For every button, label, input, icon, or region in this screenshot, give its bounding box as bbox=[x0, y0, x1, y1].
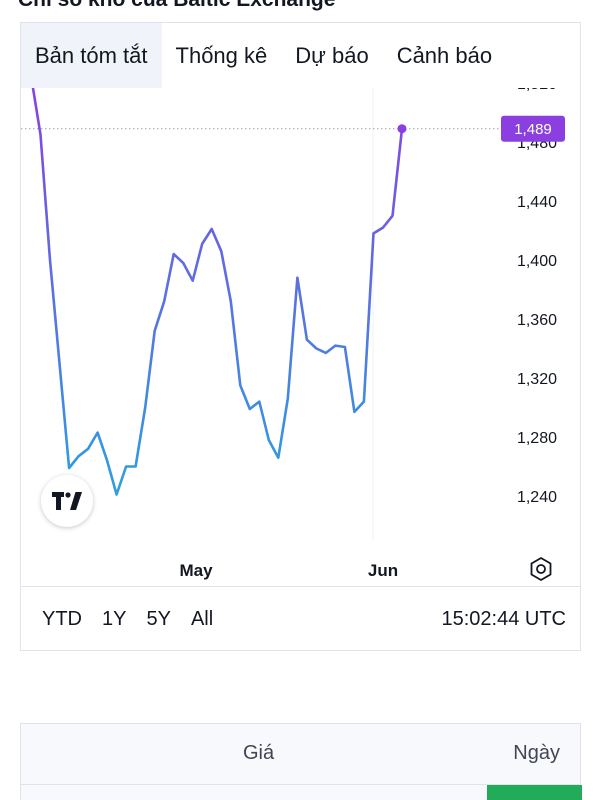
y-tick-label: 1,360 bbox=[517, 312, 557, 329]
y-tick-label: 1,520 bbox=[517, 88, 557, 93]
range-ytd-button[interactable]: YTD bbox=[42, 607, 82, 630]
tab-statistics[interactable]: Thống kê bbox=[175, 42, 268, 68]
x-tick-label: May bbox=[179, 561, 213, 580]
tradingview-logo[interactable] bbox=[41, 475, 93, 527]
y-tick-label: 1,240 bbox=[517, 489, 557, 506]
last-value-text: 1,489 bbox=[514, 121, 552, 138]
tab-summary[interactable]: Bản tóm tắt bbox=[21, 23, 162, 88]
price-table: Giá Ngày bbox=[20, 723, 582, 800]
range-all-button[interactable]: All bbox=[190, 607, 214, 630]
tab-forecast[interactable]: Dự báo bbox=[295, 42, 369, 68]
tab-bar: Bản tóm tắt Thống kê Dự báo Cảnh báo bbox=[20, 22, 581, 88]
y-tick-label: 1,320 bbox=[517, 371, 557, 388]
price-chart[interactable]: 1,5201,4801,4401,4001,3601,3201,2801,240… bbox=[21, 88, 582, 588]
x-axis: May Jun bbox=[179, 561, 398, 580]
y-tick-label: 1,280 bbox=[517, 430, 557, 447]
range-5y-button[interactable]: 5Y bbox=[146, 607, 171, 630]
column-day[interactable]: Ngày bbox=[513, 742, 560, 764]
change-cell bbox=[487, 785, 582, 800]
tab-alerts[interactable]: Cảnh báo bbox=[396, 42, 493, 68]
range-1y-button[interactable]: 1Y bbox=[102, 607, 127, 630]
y-tick-label: 1,440 bbox=[517, 194, 557, 211]
page-title: Chỉ số khô của Baltic Exchange bbox=[18, 0, 335, 12]
x-tick-label: Jun bbox=[368, 561, 398, 580]
tradingview-icon bbox=[52, 492, 82, 510]
chart-settings-icon[interactable] bbox=[528, 556, 554, 582]
y-tick-label: 1,400 bbox=[517, 253, 557, 270]
range-selector: YTD 1Y 5Y All 15:02:44 UTC bbox=[21, 586, 580, 651]
table-header: Giá Ngày bbox=[21, 724, 580, 784]
chart-panel: 1,5201,4801,4401,4001,3601,3201,2801,240… bbox=[20, 88, 581, 651]
column-price[interactable]: Giá bbox=[243, 742, 275, 764]
last-value-dot bbox=[397, 124, 407, 134]
last-value-label: 1,489 bbox=[501, 115, 565, 142]
chart-timestamp: 15:02:44 UTC bbox=[441, 607, 566, 630]
series-line bbox=[31, 88, 404, 496]
table-divider bbox=[21, 784, 580, 785]
